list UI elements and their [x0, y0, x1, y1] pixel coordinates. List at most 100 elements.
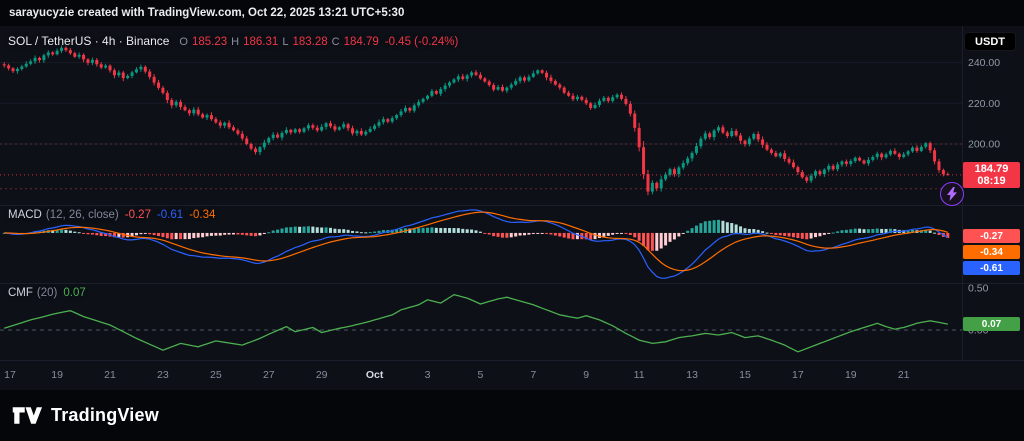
candle	[664, 174, 668, 180]
candle	[214, 119, 218, 123]
svg-text:200.00: 200.00	[968, 138, 1000, 150]
candle	[174, 101, 178, 106]
macd-params: (12, 26, close)	[45, 209, 119, 221]
candle	[130, 72, 134, 76]
svg-text:29: 29	[316, 369, 328, 381]
candle	[68, 50, 72, 54]
candle	[134, 69, 138, 73]
candle	[417, 101, 421, 106]
candle	[258, 147, 262, 153]
candle	[64, 47, 68, 51]
candle	[761, 139, 765, 145]
symbol-title[interactable]: SOL / TetherUS · 4h · Binance	[8, 34, 170, 48]
candle	[809, 175, 813, 181]
candle	[747, 138, 751, 145]
candle	[11, 68, 15, 72]
candle	[152, 76, 156, 83]
macd-histogram	[2, 219, 950, 251]
candle	[236, 130, 240, 134]
candle	[849, 161, 853, 164]
candle	[888, 150, 892, 155]
candle	[928, 143, 932, 151]
candle	[209, 115, 213, 120]
candle	[536, 70, 540, 74]
candle	[919, 146, 923, 151]
candle	[355, 130, 359, 134]
candle	[311, 125, 315, 128]
candle	[77, 54, 81, 57]
chart-canvas[interactable]: 240.00220.00200.000.500.0017192123252729…	[0, 26, 1024, 390]
candle	[271, 134, 275, 139]
candle	[717, 127, 721, 131]
candle	[871, 156, 875, 160]
cmf-status-line[interactable]: CMF (20) 0.07	[8, 287, 86, 299]
candle	[844, 161, 848, 164]
candle	[518, 77, 522, 81]
candle	[831, 165, 835, 170]
chart-area: 240.00220.00200.000.500.0017192123252729…	[0, 26, 1024, 390]
lightning-icon[interactable]	[940, 182, 964, 206]
candle	[509, 84, 513, 88]
candle	[121, 72, 125, 79]
svg-text:13: 13	[686, 369, 698, 381]
cmf-line	[4, 294, 948, 353]
ohlc-value-open: 185.23	[191, 36, 228, 48]
candle	[183, 106, 187, 111]
svg-text:Oct: Oct	[366, 369, 384, 381]
candle	[906, 151, 910, 155]
macd-status-line[interactable]: MACD (12, 26, close) -0.27 -0.61 -0.34	[8, 209, 215, 221]
candle	[580, 96, 584, 100]
currency-toggle-button[interactable]: USDT	[964, 32, 1016, 51]
cmf-badge: 0.07	[963, 317, 1020, 332]
candle	[342, 124, 346, 128]
candle	[941, 170, 945, 175]
svg-text:21: 21	[898, 369, 910, 381]
candle	[337, 127, 341, 130]
candle	[267, 138, 271, 143]
candle	[117, 72, 121, 76]
tradingview-wordmark[interactable]: TradingView	[51, 405, 159, 425]
candle	[589, 103, 593, 108]
candle	[531, 73, 535, 77]
candle	[95, 59, 99, 65]
candle	[897, 153, 901, 157]
candle	[126, 75, 130, 79]
macd-signal-badge: -0.34	[963, 245, 1020, 259]
candle	[104, 65, 108, 68]
candle	[694, 146, 698, 153]
svg-text:220.00: 220.00	[968, 98, 1000, 110]
candle	[148, 71, 152, 77]
svg-text:11: 11	[634, 369, 645, 381]
ohlc-label-low: L	[282, 36, 289, 48]
candle	[553, 80, 557, 85]
candle	[721, 127, 725, 133]
candle	[615, 94, 619, 98]
candle	[474, 72, 478, 75]
candle	[7, 65, 11, 69]
candle	[672, 169, 676, 175]
candle	[364, 131, 368, 135]
candle	[858, 157, 862, 161]
candle	[558, 84, 562, 88]
svg-text:240.00: 240.00	[968, 57, 1000, 69]
cmf-value: 0.07	[63, 287, 86, 299]
ohlc-value-low: 183.28	[292, 36, 328, 48]
svg-text:27: 27	[263, 369, 275, 381]
time-axis-labels: 17 19 21 23 25 27 29 Oct 3 5 7 9 11 13 15 17 19 21	[4, 369, 910, 381]
candle	[399, 111, 403, 116]
candle	[893, 150, 897, 154]
candle	[734, 130, 738, 136]
candle	[90, 59, 94, 63]
bar-countdown: 08:19	[977, 174, 1006, 187]
tradingview-logo[interactable]	[12, 404, 42, 427]
candle	[946, 174, 950, 176]
ohlc-value-close: 184.79	[343, 36, 379, 48]
candle	[514, 80, 518, 85]
lightning-glyph	[947, 187, 957, 201]
candle	[624, 98, 628, 104]
candle	[223, 122, 227, 126]
candle	[818, 171, 822, 175]
svg-text:19: 19	[51, 369, 63, 381]
footer-bar: TradingView	[0, 390, 1024, 441]
candle	[320, 126, 324, 131]
